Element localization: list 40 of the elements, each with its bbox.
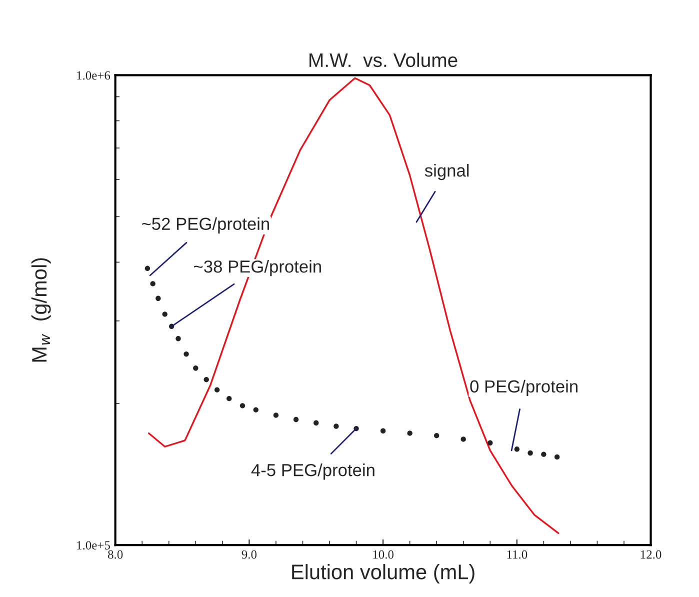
x-tick-label: 9.0 [242, 550, 257, 559]
x-axis-title: Elution volume (mL) [292, 564, 474, 584]
annotation: 4-5 PEG/protein [251, 464, 374, 480]
point [554, 454, 560, 460]
point [528, 450, 533, 456]
point [541, 452, 546, 457]
y-tick-label: 1.0e+6 [77, 71, 110, 80]
annotation: ~52 PEG/protein [142, 217, 269, 234]
point [176, 336, 181, 342]
point [460, 436, 466, 442]
chart-title: M.W. vs. Volume [310, 52, 458, 68]
point [184, 351, 189, 357]
point [293, 416, 299, 422]
point [434, 432, 440, 438]
point [150, 281, 156, 286]
annotation: 0 PEG/protein [470, 380, 578, 396]
point [314, 420, 319, 426]
point [488, 440, 493, 446]
point [226, 396, 232, 402]
x-tick-label: 8.0 [108, 550, 123, 559]
point [334, 424, 339, 429]
point [193, 366, 198, 371]
point [162, 312, 168, 317]
point [204, 376, 209, 382]
point [253, 407, 258, 412]
point [240, 403, 246, 408]
x-tick-label: 10.0 [373, 550, 394, 559]
point [514, 446, 520, 452]
annotation: signal [424, 164, 469, 180]
point [380, 428, 386, 434]
x-tick-label: 12.0 [640, 550, 662, 559]
y-axis-title: M$_{w}$ (g/mol) [31, 258, 51, 362]
point [156, 296, 161, 301]
point [407, 430, 412, 436]
annotation: ~38 PEG/protein [194, 260, 321, 276]
point [273, 412, 279, 418]
y-tick-label: 1.0e+5 [77, 541, 110, 550]
point [214, 387, 220, 392]
point [144, 266, 150, 272]
x-tick-label: 11.0 [507, 550, 528, 559]
